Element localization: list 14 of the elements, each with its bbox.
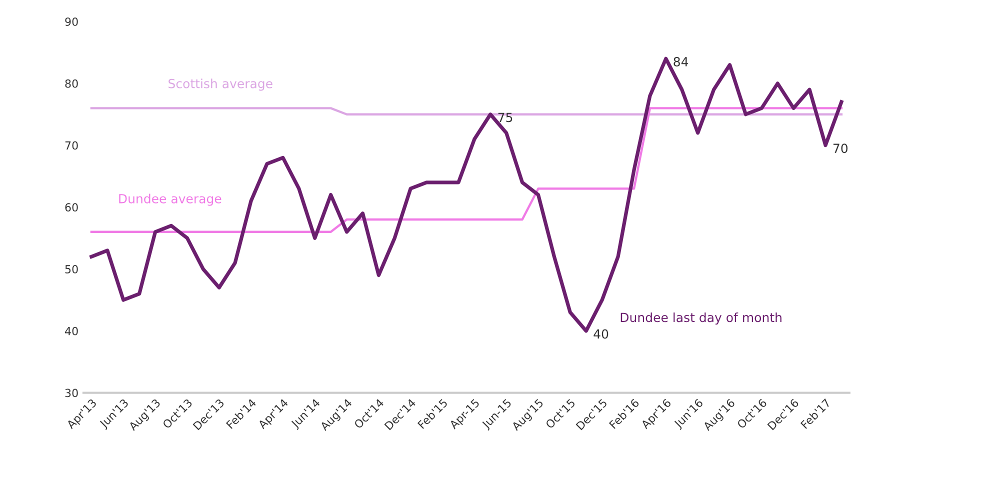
series-label: Dundee last day of month: [620, 312, 782, 325]
y-tick-label: 70: [65, 141, 78, 150]
y-tick-label: 60: [65, 203, 78, 212]
y-tick-label: 30: [65, 388, 78, 398]
y-tick-label: 40: [65, 326, 78, 336]
series-label: Scottish average: [168, 78, 272, 91]
y-tick-label: 50: [65, 265, 78, 274]
text: Dundee average: [119, 194, 222, 206]
data-label: 75: [498, 112, 512, 122]
y-tick-label: 90: [65, 18, 78, 26]
data-label: 40: [594, 329, 608, 339]
data-label: 70: [833, 144, 848, 154]
y-tick-label: 80: [65, 79, 78, 88]
data-label: 84: [674, 57, 688, 66]
